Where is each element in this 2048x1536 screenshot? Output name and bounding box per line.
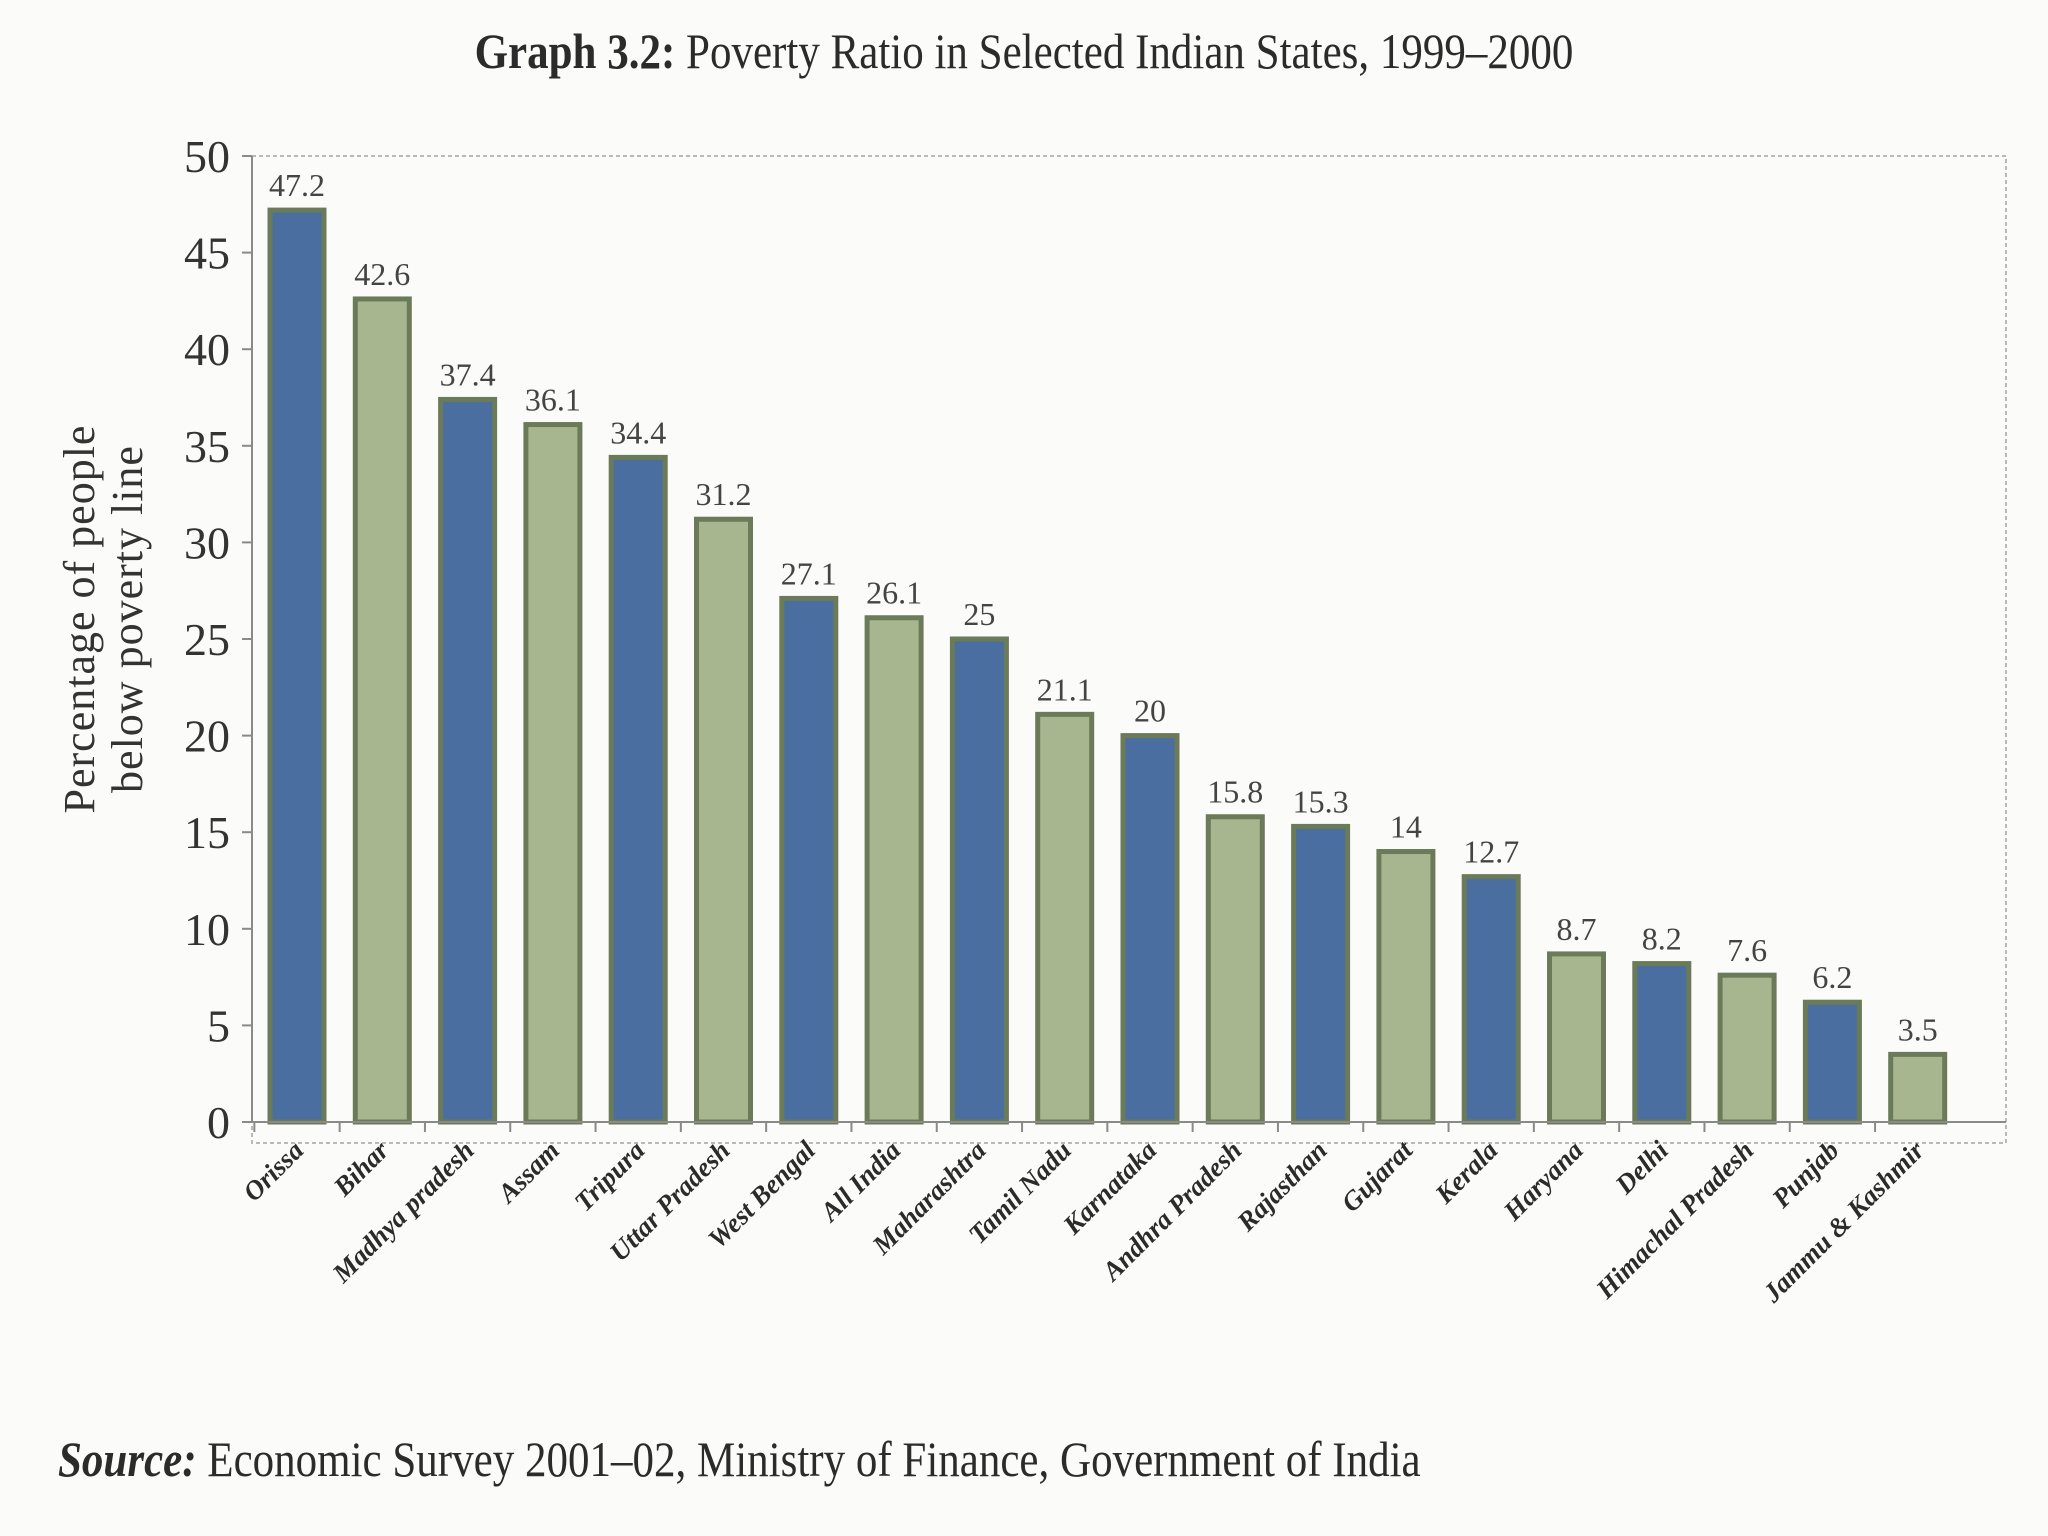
y-tick-label: 10 (184, 904, 230, 955)
data-label: 26.1 (866, 575, 922, 611)
bar (1632, 961, 1692, 1125)
y-axis-title: Percentage of people below poverty line (55, 425, 152, 814)
bar (1717, 972, 1777, 1125)
bar (267, 207, 327, 1125)
y-axis-title-line-2: below poverty line (103, 445, 152, 793)
y-axis: 0 5 10 15 20 25 30 35 40 45 50 (184, 131, 253, 1148)
y-tick-label: 0 (207, 1097, 230, 1148)
x-tick-label: Punjab (1765, 1135, 1844, 1214)
bar (1291, 823, 1351, 1125)
chart-title: Graph 3.2: Poverty Ratio in Selected Ind… (143, 22, 1904, 80)
data-label: 21.1 (1037, 671, 1093, 707)
data-label: 47.2 (269, 167, 325, 203)
bar (1888, 1051, 1948, 1125)
data-label: 34.4 (610, 414, 666, 450)
bar (1461, 874, 1521, 1125)
y-tick-label: 5 (207, 1000, 230, 1051)
bar (352, 296, 412, 1125)
y-tick-label: 15 (184, 807, 230, 858)
data-label: 20 (1134, 693, 1166, 729)
y-tick-label: 40 (184, 324, 230, 375)
chart-title-text: Poverty Ratio in Selected Indian States,… (686, 23, 1574, 79)
data-label: 8.7 (1557, 911, 1597, 947)
data-label: 25 (963, 596, 995, 632)
x-tick-label: Assam (491, 1135, 566, 1210)
bar (949, 636, 1009, 1125)
data-label: 15.8 (1207, 774, 1263, 810)
x-tick-label: Tripura (568, 1135, 650, 1217)
bar (438, 396, 498, 1125)
x-tick-label: Himachal Pradesh (1589, 1135, 1759, 1305)
plot-frame (251, 155, 2007, 1144)
x-tick-label: Delhi (1609, 1135, 1675, 1201)
source-note: Source: Economic Survey 2001–02, Ministr… (58, 1430, 1421, 1488)
data-label: 12.7 (1463, 834, 1519, 870)
bar (523, 422, 583, 1125)
x-tick-label: Orissa (237, 1135, 309, 1207)
chart-title-lead: Graph 3.2: (474, 23, 676, 79)
data-label: 6.2 (1812, 959, 1852, 995)
bar (1376, 849, 1436, 1125)
x-tick-label: Kerala (1428, 1135, 1503, 1210)
source-lead: Source: (58, 1431, 197, 1487)
data-label: 3.5 (1898, 1011, 1938, 1047)
bars-group: 47.2 42.6 37.4 36.1 34.4 31.2 27.1 26.1 25 21.1 20… (267, 167, 1948, 1125)
data-label: 15.3 (1293, 783, 1349, 819)
bar (779, 595, 839, 1125)
y-axis-title-line-1: Percentage of people (55, 425, 104, 814)
x-tick-label: Jammu & Kashmir (1756, 1135, 1930, 1309)
y-tick-label: 25 (184, 614, 230, 665)
y-tick-label: 45 (184, 228, 230, 279)
data-label: 37.4 (440, 356, 496, 392)
data-label: 42.6 (354, 256, 410, 292)
y-tick-label: 35 (184, 421, 230, 472)
data-label: 8.2 (1642, 921, 1682, 957)
data-label: 31.2 (696, 476, 752, 512)
bar (864, 615, 924, 1125)
x-tick-label: Bihar (327, 1135, 395, 1203)
bar (1120, 733, 1180, 1125)
bar (1547, 951, 1606, 1125)
data-label: 7.6 (1727, 932, 1767, 968)
bar (1802, 999, 1862, 1125)
y-tick-label: 20 (184, 711, 230, 762)
bar (694, 516, 753, 1125)
source-text: Economic Survey 2001–02, Ministry of Fin… (207, 1431, 1421, 1487)
bar (1035, 711, 1095, 1125)
x-tick-label: Gujarat (1335, 1134, 1419, 1218)
x-tick-label: Haryana (1497, 1135, 1589, 1227)
bar (1205, 814, 1265, 1125)
x-tick-label: Rajasthan (1230, 1135, 1333, 1238)
data-label: 27.1 (781, 555, 837, 591)
data-label: 14 (1390, 809, 1422, 845)
bar (608, 454, 668, 1125)
data-label: 36.1 (525, 382, 581, 418)
y-tick-label: 50 (184, 131, 230, 182)
y-tick-label: 30 (184, 517, 230, 568)
